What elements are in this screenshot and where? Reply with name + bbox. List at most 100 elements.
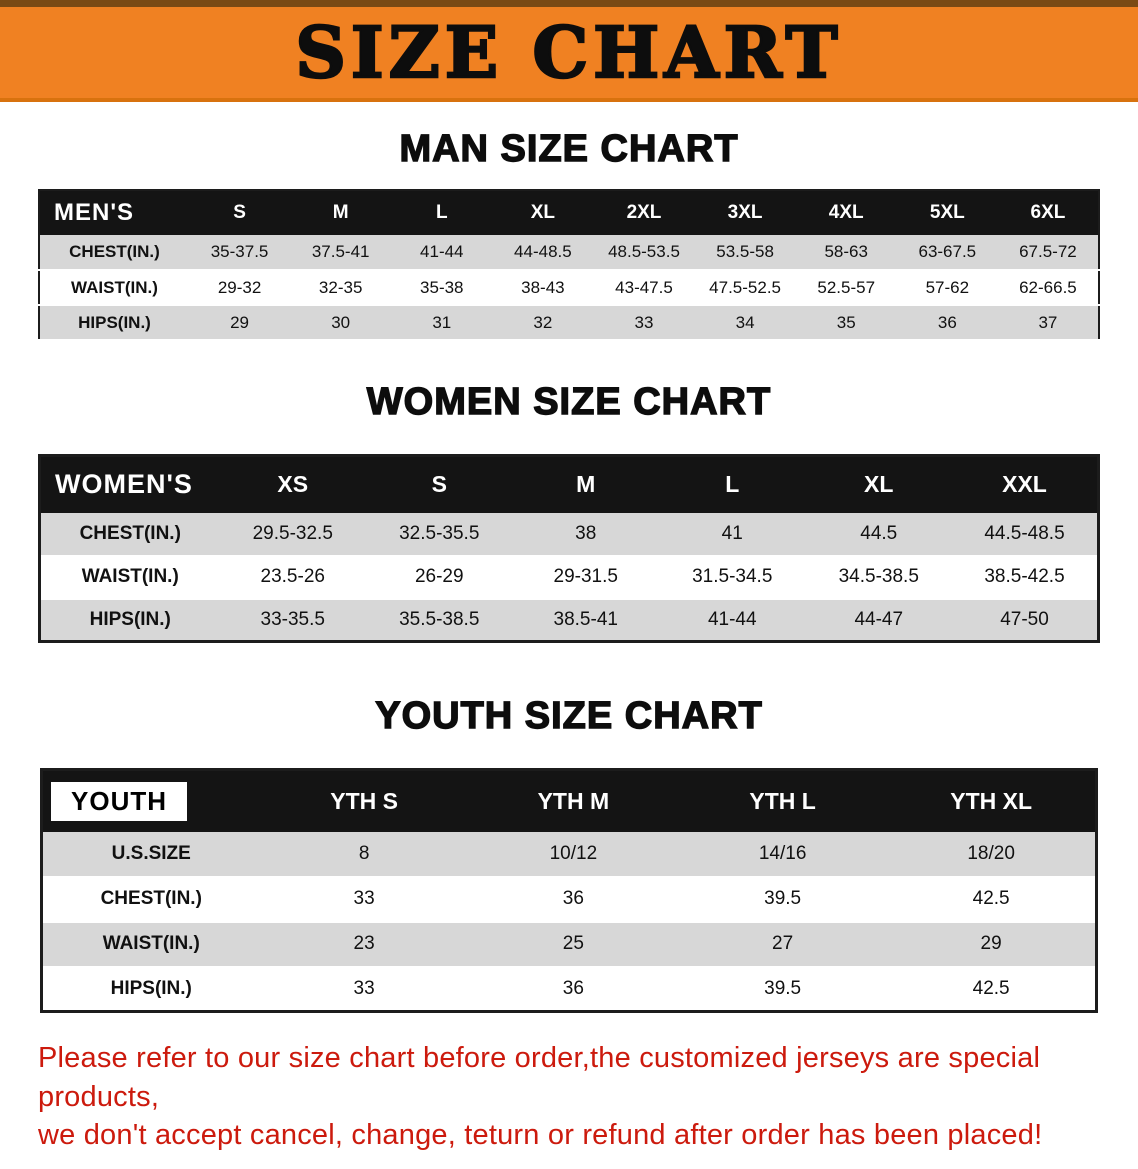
size-value-cell: 35-37.5 <box>210 242 269 261</box>
header-label-text: L <box>435 202 448 223</box>
size-value-cell: 33 <box>353 888 375 909</box>
size-column-header: YTH M <box>469 770 678 832</box>
header-label-text: S <box>431 471 447 498</box>
size-value-cell: 44.5-48.5 <box>984 522 1065 544</box>
banner: SIZE CHART <box>0 0 1138 102</box>
size-value-cell: 29-31.5 <box>553 566 618 587</box>
size-value-cell: 33-35.5 <box>260 608 325 630</box>
size-value-cell: 33 <box>353 977 375 999</box>
table-group-label: MEN'S <box>39 190 189 235</box>
measurement-row: CHEST(IN.) 33 36 39.5 42.5 <box>41 876 1097 922</box>
youth-size-table: YOUTH YTH S YTH M YTH L YTH XL U.S.SIZE 8 10/12… <box>40 768 1098 1013</box>
measurement-row-label: CHEST(IN.) <box>79 522 181 544</box>
size-column-header: XS <box>220 456 367 513</box>
man-size-chart-heading: MAN SIZE CHART <box>399 127 739 170</box>
women-size-table: WOMEN'S XS S M L XL XXL CHEST(IN.) 29.5-32.5 32.5… <box>38 454 1100 643</box>
measurement-row: WAIST(IN.) 23 25 27 29 <box>41 921 1097 967</box>
size-value-cell: 39.5 <box>764 977 802 999</box>
size-column-header: 6XL <box>998 190 1099 235</box>
measurement-row-label: U.S.SIZE <box>111 842 191 864</box>
disclaimer-line-1: Please refer to our size chart before or… <box>38 1042 1041 1113</box>
measurement-row: HIPS(IN.) 33 36 39.5 42.5 <box>41 966 1097 1012</box>
measurement-row-label: CHEST(IN.) <box>69 242 160 261</box>
size-value-cell: 48.5-53.5 <box>608 242 680 261</box>
header-label-text: WOMEN'S <box>55 469 193 500</box>
header-label-text: 5XL <box>929 202 965 223</box>
measurement-row: WAIST(IN.) 29-32 32-35 35-38 38-43 43-47.5 47.… <box>39 270 1099 305</box>
header-label-text: L <box>725 471 740 498</box>
size-value-cell: 44.5 <box>860 522 898 544</box>
size-value-cell: 29 <box>980 933 1002 954</box>
size-value-cell: 18/20 <box>967 842 1015 864</box>
size-value-cell: 42.5 <box>972 977 1010 999</box>
size-value-cell: 36 <box>562 888 584 909</box>
size-value-cell: 31.5-34.5 <box>692 566 773 587</box>
header-label-text: YTH M <box>537 787 610 814</box>
size-table-header-row: MEN'S S M L XL 2XL 3XL 4XL 5XL 6XL <box>39 190 1099 235</box>
size-value-cell: 36 <box>937 312 957 332</box>
disclaimer-line-2: we don't accept cancel, change, teturn o… <box>38 1119 1043 1152</box>
size-value-cell: 32.5-35.5 <box>399 522 480 544</box>
measurement-row: HIPS(IN.) 33-35.5 35.5-38.5 38.5-41 41-44 44-… <box>39 598 1099 642</box>
size-value-cell: 35-38 <box>420 277 464 297</box>
size-value-cell: 38 <box>575 522 597 544</box>
disclaimer-text: Please refer to our size chart before or… <box>38 1039 1100 1155</box>
header-label-text: XL <box>530 202 556 223</box>
size-value-cell: 47.5-52.5 <box>709 277 782 297</box>
women-section: WOMEN SIZE CHART WOMEN'S XS S M L XL XXL CHEST(… <box>0 380 1138 643</box>
table-group-label: WOMEN'S <box>40 456 220 513</box>
size-value-cell: 26-29 <box>414 566 464 587</box>
size-value-cell: 42.5 <box>972 888 1010 909</box>
size-value-cell: 38-43 <box>521 277 565 297</box>
header-label-text: M <box>332 202 349 223</box>
measurement-row-label: HIPS(IN.) <box>110 977 192 999</box>
size-value-cell: 67.5-72 <box>1019 242 1077 261</box>
size-value-cell: 37 <box>1038 312 1058 332</box>
size-value-cell: 27 <box>772 933 794 954</box>
size-column-header: XXL <box>952 456 1099 513</box>
measurement-row-label: WAIST(IN.) <box>102 933 200 954</box>
size-value-cell: 29 <box>230 312 250 332</box>
size-value-cell: 41-44 <box>420 242 464 261</box>
men-size-table: MEN'S S M L XL 2XL 3XL 4XL 5XL 6XL CHEST(IN.) 35-37… <box>38 189 1100 341</box>
measurement-row: CHEST(IN.) 35-37.5 37.5-41 41-44 44-48.5 48.5… <box>39 235 1099 270</box>
header-label-text: 6XL <box>1030 202 1066 223</box>
size-value-cell: 38.5-41 <box>553 608 618 630</box>
size-value-cell: 53.5-58 <box>716 242 774 261</box>
men-section: MAN SIZE CHART MEN'S S M L XL 2XL 3XL 4XL 5XL 6XL… <box>0 127 1138 341</box>
size-value-cell: 29.5-32.5 <box>252 522 333 544</box>
size-value-cell: 41 <box>721 522 743 544</box>
header-label-text: YTH L <box>749 787 816 814</box>
size-value-cell: 38.5-42.5 <box>984 566 1065 587</box>
size-value-cell: 23.5-26 <box>260 566 325 587</box>
youth-section: YOUTH SIZE CHART YOUTH YTH S YTH M YTH L YTH… <box>0 694 1138 1013</box>
size-value-cell: 44-47 <box>854 608 904 630</box>
size-value-cell: 34.5-38.5 <box>838 566 919 587</box>
size-value-cell: 35.5-38.5 <box>399 608 480 630</box>
size-column-header: M <box>513 456 660 513</box>
size-column-header: YTH L <box>678 770 887 832</box>
size-column-header: 2XL <box>593 190 694 235</box>
size-value-cell: 31 <box>432 312 452 332</box>
measurement-row-label: WAIST(IN.) <box>81 566 179 587</box>
banner-title: SIZE CHART <box>294 10 843 94</box>
size-value-cell: 25 <box>562 933 584 954</box>
header-label-text: MEN'S <box>54 199 135 226</box>
measurement-row-label: CHEST(IN.) <box>100 888 202 909</box>
size-value-cell: 39.5 <box>764 888 802 909</box>
size-value-cell: 34 <box>735 312 755 332</box>
size-column-header: 4XL <box>796 190 897 235</box>
size-value-cell: 52.5-57 <box>817 277 876 297</box>
size-value-cell: 58-63 <box>824 242 868 261</box>
size-value-cell: 44-48.5 <box>514 242 572 261</box>
size-column-header: L <box>391 190 492 235</box>
size-column-header: YTH S <box>260 770 469 832</box>
size-value-cell: 62-66.5 <box>1019 277 1077 297</box>
size-value-cell: 57-62 <box>925 277 970 297</box>
size-value-cell: 35 <box>836 312 856 332</box>
size-value-cell: 43-47.5 <box>615 277 673 297</box>
header-label-text: M <box>576 471 596 498</box>
size-column-header: L <box>659 456 806 513</box>
size-column-header: XL <box>492 190 593 235</box>
women-size-chart-heading: WOMEN SIZE CHART <box>366 380 772 423</box>
